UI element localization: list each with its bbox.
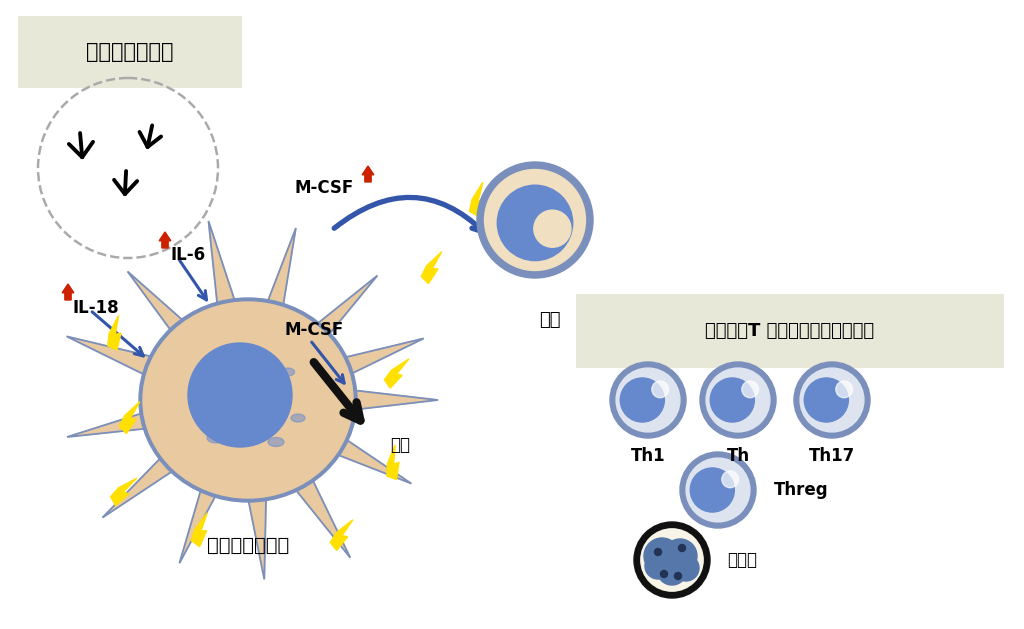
Text: M-CSF: M-CSF [295,179,354,197]
Polygon shape [334,388,438,412]
Circle shape [534,210,571,247]
Circle shape [652,381,669,398]
Circle shape [707,368,770,432]
Circle shape [610,362,686,438]
Polygon shape [102,443,189,518]
Polygon shape [108,316,121,350]
Circle shape [794,362,870,438]
Polygon shape [209,221,241,324]
Circle shape [722,471,738,487]
Circle shape [484,170,586,270]
Circle shape [679,545,685,552]
Ellipse shape [200,411,212,418]
Polygon shape [67,337,171,384]
Polygon shape [119,402,139,433]
Text: 分化: 分化 [390,436,410,454]
Text: 抗体の病原性？: 抗体の病原性？ [86,42,174,62]
Polygon shape [470,182,483,216]
Circle shape [616,368,680,432]
Polygon shape [245,479,266,579]
Polygon shape [302,276,378,350]
Circle shape [741,381,759,398]
Polygon shape [159,232,171,248]
Ellipse shape [207,433,225,443]
Ellipse shape [258,353,273,362]
Circle shape [641,529,703,591]
Circle shape [680,452,756,528]
Ellipse shape [143,302,353,498]
Circle shape [621,378,665,422]
Text: ヘルパーT 細胞・好中球の役割？: ヘルパーT 細胞・好中球の役割？ [706,322,874,340]
Ellipse shape [282,368,295,376]
Circle shape [690,468,734,512]
Polygon shape [362,166,374,182]
Circle shape [644,538,680,574]
Text: IL-18: IL-18 [72,299,119,317]
Circle shape [800,368,864,432]
Text: 単球: 単球 [540,311,561,329]
FancyBboxPatch shape [575,294,1004,368]
Polygon shape [128,272,198,347]
Polygon shape [111,478,137,506]
Circle shape [673,555,699,581]
Text: Threg: Threg [774,481,828,499]
Circle shape [477,162,593,278]
Text: Th17: Th17 [809,447,855,465]
Circle shape [634,522,710,598]
Circle shape [675,572,682,579]
Polygon shape [67,407,166,437]
Text: Th1: Th1 [631,447,666,465]
Circle shape [188,343,292,447]
Polygon shape [191,513,207,547]
Circle shape [700,362,776,438]
Polygon shape [284,462,350,558]
Polygon shape [387,445,399,479]
Circle shape [663,539,697,573]
Circle shape [657,555,687,585]
Text: IL-6: IL-6 [170,246,205,264]
Polygon shape [331,520,353,550]
Circle shape [686,458,750,522]
Ellipse shape [268,438,284,447]
Text: マクロファージ: マクロファージ [207,535,289,555]
Text: M-CSF: M-CSF [285,321,344,339]
Ellipse shape [291,414,305,422]
Polygon shape [384,359,409,388]
Circle shape [645,553,671,579]
Text: 好中球: 好中球 [727,551,757,569]
FancyBboxPatch shape [18,16,242,88]
Polygon shape [326,338,424,383]
Ellipse shape [139,298,357,502]
Circle shape [804,378,848,422]
Polygon shape [261,228,296,325]
Circle shape [654,548,662,555]
Circle shape [498,185,572,260]
Circle shape [660,571,668,577]
Polygon shape [62,284,74,300]
Polygon shape [179,470,225,563]
Polygon shape [318,428,412,484]
Polygon shape [421,252,441,284]
Circle shape [711,378,755,422]
Text: Th: Th [726,447,750,465]
Circle shape [836,381,853,398]
